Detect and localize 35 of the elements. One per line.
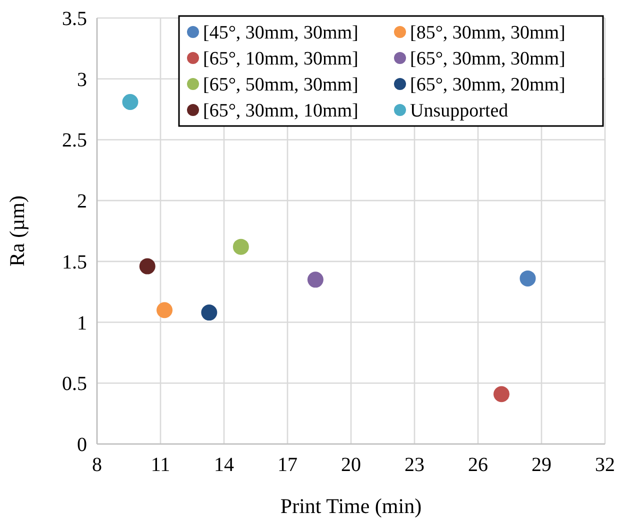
y-tick-label: 1 [77, 312, 87, 334]
legend-label: [65°, 30mm, 30mm] [410, 48, 566, 70]
y-tick-label: 1.5 [62, 251, 87, 274]
point [156, 302, 173, 318]
point [122, 94, 138, 110]
y-tick-label: 0.5 [62, 373, 87, 396]
legend-label: [45°, 30mm, 30mm] [203, 22, 358, 44]
x-tick-label: 26 [468, 454, 488, 476]
x-tick-label: 17 [278, 454, 298, 476]
point [520, 270, 536, 286]
point [307, 272, 324, 288]
y-tick-label: 3 [77, 68, 87, 91]
x-tick-label: 11 [150, 454, 170, 476]
x-tick-label: 14 [214, 454, 234, 476]
x-axis-title: Print Time (min) [280, 494, 422, 518]
point [493, 386, 510, 402]
legend-label: [65°, 10mm, 30mm] [203, 48, 358, 70]
y-tick-label: 2.5 [62, 130, 87, 152]
legend-label: [65°, 50mm, 30mm] [203, 74, 358, 96]
legend-label: [85°, 30mm, 30mm] [410, 22, 566, 44]
y-axis-title: Ra (µm) [5, 195, 29, 266]
point [232, 238, 249, 255]
y-tick-label: 2 [77, 190, 87, 213]
y-tick-label: 3.5 [62, 8, 87, 30]
x-tick-label: 29 [532, 454, 552, 476]
y-tick-label: 0 [77, 434, 87, 456]
x-tick-label: 23 [404, 454, 424, 476]
point [201, 304, 218, 321]
legend-label: [65°, 30mm, 20mm] [410, 74, 566, 96]
point [139, 258, 156, 274]
legend-label: Unsupported [410, 100, 509, 122]
x-tick-label: 32 [595, 454, 615, 476]
x-tick-label: 8 [92, 454, 102, 476]
x-tick-label: 20 [341, 454, 361, 476]
legend-label: [65°, 30mm, 10mm] [203, 100, 358, 122]
